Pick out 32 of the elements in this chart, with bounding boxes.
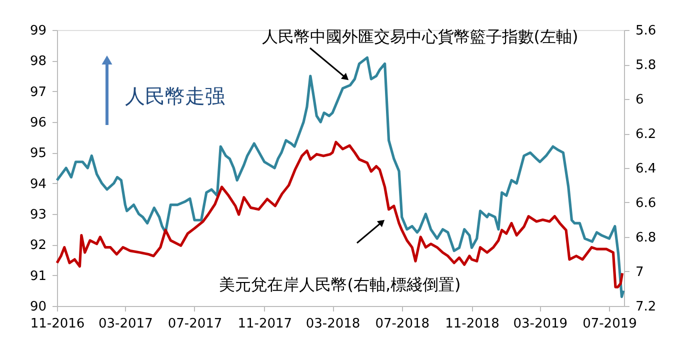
y2-tick-label: 7 [636, 265, 644, 280]
y-tick-label: 93 [30, 208, 46, 222]
text: 人民幣中國外匯交易中心貨幣籃子指數(左軸) [262, 27, 578, 46]
y2-tick-label: 6.8 [636, 230, 656, 246]
y2-tick-label: 6.6 [636, 196, 656, 211]
y-tick-label: 92 [30, 238, 46, 254]
y2-tick-label: 5.8 [636, 58, 656, 73]
x-tick-label: 11-2018 [445, 316, 500, 332]
y-tick-label: 97 [30, 84, 46, 100]
x-tick-label: 07-2019 [582, 316, 637, 332]
y2-tick-label: 5.6 [636, 24, 656, 38]
x-tick-label: 11-2016 [30, 316, 85, 332]
x-tick-label: 03-2017 [98, 316, 153, 332]
y2-tick-label: 6 [636, 92, 644, 108]
y-tick-label: 98 [30, 54, 46, 70]
y-tick-label: 94 [30, 176, 46, 192]
series-label: 美元兌在岸人民幣(右軸,標綫倒置) [219, 275, 461, 294]
y2-tick-label: 6.4 [636, 162, 656, 176]
line-series [56, 56, 625, 298]
y2-tick-label: 7.2 [636, 300, 656, 314]
y-tick-label: 90 [30, 300, 46, 314]
y-tick-label: 96 [30, 116, 46, 130]
y-tick-label: 95 [30, 146, 46, 162]
y2-tick-label: 6.2 [636, 127, 656, 142]
x-tick-label: 07-2018 [375, 316, 430, 332]
annotation: 人民幣走强 [125, 84, 225, 108]
x-tick-label: 03-2019 [513, 316, 568, 332]
x-tick-label: 03-2018 [306, 316, 360, 332]
x-tick-label: 07-2017 [168, 316, 222, 332]
x-tick-label: 11-2017 [238, 316, 292, 332]
y-tick-label: 91 [30, 268, 46, 284]
y-tick-label: 99 [30, 24, 46, 38]
